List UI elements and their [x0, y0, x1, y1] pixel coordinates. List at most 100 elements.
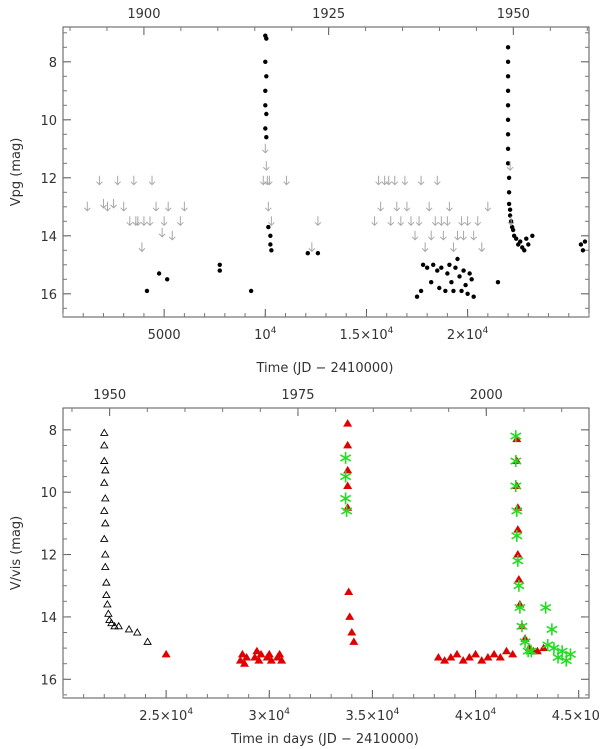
upper-limit-arrow — [387, 216, 395, 227]
data-point-dot — [582, 239, 588, 244]
data-point-dot — [451, 288, 456, 294]
data-point-dot — [263, 126, 268, 131]
data-point-dot — [217, 268, 222, 273]
top-tick-label: 2000 — [470, 388, 503, 403]
data-point-dot — [580, 248, 586, 253]
data-point-dot — [437, 285, 442, 291]
data-point-dot — [164, 277, 170, 282]
data-point-open-triangle — [99, 506, 109, 514]
upper-limit-arrow — [114, 175, 121, 186]
data-point-open-triangle — [103, 600, 112, 608]
data-point-dot — [578, 242, 584, 247]
upper-limit-arrow — [415, 216, 423, 227]
x-axis-label: Time in days (JD − 2410000) — [230, 732, 419, 747]
upper-limit-arrow — [411, 230, 419, 241]
data-point-red-triangle — [513, 550, 523, 558]
y-tick-label: 8 — [49, 56, 57, 71]
upper-limit-arrow — [176, 216, 184, 227]
data-point-dot — [418, 288, 424, 294]
x-tick-label: 2×104 — [447, 326, 489, 343]
upper-limit-arrow — [460, 230, 467, 241]
upper-limit-arrow — [470, 230, 478, 241]
upper-limit-arrow — [421, 242, 429, 253]
top-tick-label: 1950 — [93, 388, 126, 403]
data-point-red-triangle — [483, 652, 493, 661]
data-point-dot — [469, 277, 474, 282]
data-point-dot — [524, 236, 529, 241]
upper-limit-arrow — [126, 216, 134, 227]
data-point-dot — [264, 111, 269, 117]
data-point-open-triangle — [102, 578, 111, 586]
upper-limit-arrow — [138, 242, 146, 253]
data-point-dot — [505, 88, 511, 94]
upper-limit-arrow — [261, 143, 269, 154]
data-point-red-triangle — [349, 637, 359, 645]
data-point-red-triangle — [513, 525, 523, 533]
upper-limit-arrow — [152, 201, 160, 212]
y-tick-label: 16 — [40, 673, 57, 688]
data-point-open-triangle — [124, 625, 134, 633]
data-point-green-asterisk — [341, 504, 353, 517]
data-point-dot — [248, 288, 254, 294]
upper-limit-arrow — [164, 201, 172, 212]
upper-limit-arrow — [130, 175, 138, 186]
x-tick-label: 3×104 — [249, 707, 291, 724]
data-point-red-triangle — [458, 656, 468, 664]
upper-limit-arrow — [474, 216, 482, 227]
data-point-open-triangle — [101, 518, 110, 527]
data-point-red-triangle — [256, 649, 266, 658]
x-tick-label: 104 — [254, 326, 277, 343]
upper-limit-arrow — [96, 175, 103, 186]
upper-limit-arrow — [377, 201, 384, 212]
data-point-dot — [453, 265, 458, 270]
upper-limit-arrow — [427, 230, 435, 241]
data-point-dot — [429, 280, 434, 285]
data-point-dot — [144, 288, 150, 294]
data-point-green-asterisk — [512, 554, 524, 567]
data-point-dot — [513, 236, 519, 241]
data-point-open-triangle — [110, 621, 119, 630]
upper-limit-arrow — [314, 216, 322, 227]
data-point-open-triangle — [143, 637, 152, 645]
data-point-green-asterisk — [513, 579, 525, 592]
data-point-open-triangle — [99, 534, 109, 542]
data-point-dot — [263, 103, 268, 108]
data-point-green-asterisk — [339, 451, 352, 464]
data-point-red-triangle — [471, 649, 481, 658]
upper-limit-arrow — [401, 175, 409, 186]
data-point-red-triangle — [277, 656, 287, 664]
data-point-red-triangle — [508, 649, 518, 658]
data-point-dot — [526, 242, 531, 247]
data-point-dot — [455, 256, 460, 262]
data-point-dot — [268, 233, 273, 238]
data-point-dot — [439, 265, 444, 270]
data-point-dot — [530, 233, 535, 238]
upper-limit-arrow — [140, 216, 148, 227]
upper-limit-arrow — [134, 216, 142, 227]
data-point-dot — [505, 161, 511, 166]
data-point-dot — [471, 294, 476, 299]
data-point-open-triangle — [99, 478, 109, 486]
data-point-dot — [506, 201, 512, 207]
data-points — [99, 419, 577, 667]
data-point-dot — [505, 45, 511, 50]
upper-limit-arrow — [110, 198, 117, 209]
data-point-red-triangle — [501, 646, 511, 655]
upper-limit-arrow — [454, 230, 461, 241]
data-point-dot — [459, 288, 464, 294]
data-point-red-triangle — [343, 440, 353, 449]
data-point-dot — [505, 103, 511, 108]
upper-limit-arrow — [181, 201, 188, 212]
data-point-dot — [505, 132, 511, 137]
y-tick-label: 12 — [40, 549, 57, 564]
data-point-dot — [431, 262, 436, 267]
data-point-open-triangle — [102, 590, 111, 599]
plot-frame — [62, 407, 590, 699]
data-point-open-triangle — [107, 618, 116, 627]
data-point-green-asterisk — [525, 645, 537, 658]
upper-limit-arrow — [262, 161, 270, 171]
data-point-red-triangle — [452, 649, 462, 658]
data-point-open-triangle — [101, 465, 110, 474]
y-tick-label: 10 — [40, 114, 57, 129]
